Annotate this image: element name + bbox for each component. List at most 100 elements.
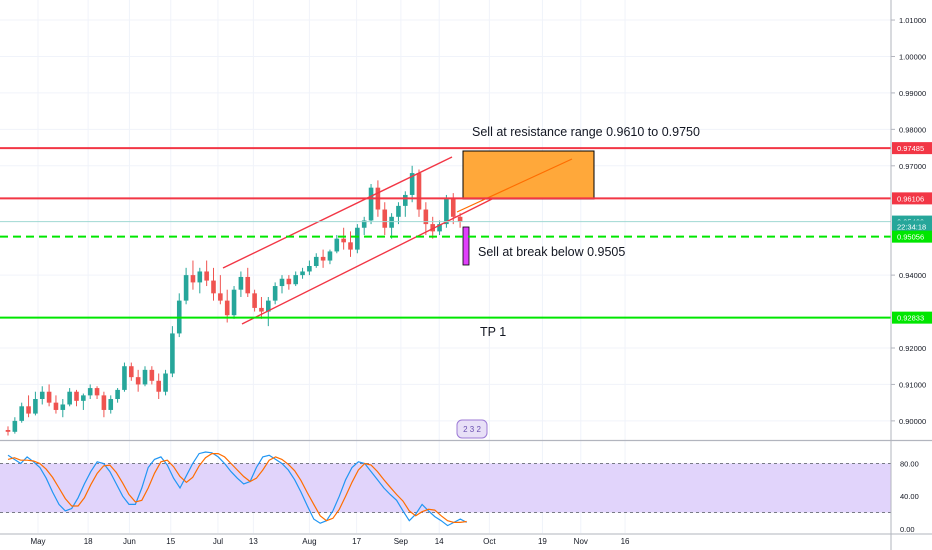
- candle-body[interactable]: [115, 389, 120, 400]
- candle[interactable]: [396, 202, 401, 225]
- candle-body[interactable]: [197, 271, 203, 283]
- candle-body[interactable]: [450, 198, 456, 217]
- sell-break-marker[interactable]: [462, 226, 470, 266]
- candle-body[interactable]: [334, 238, 340, 252]
- candle[interactable]: [39, 386, 45, 405]
- candle-body[interactable]: [183, 275, 189, 301]
- candle-body[interactable]: [341, 238, 346, 243]
- price-tag[interactable]: [892, 192, 932, 205]
- candle[interactable]: [300, 267, 305, 279]
- candle[interactable]: [170, 326, 175, 378]
- candle-body[interactable]: [266, 300, 271, 312]
- candle-body[interactable]: [348, 242, 353, 250]
- candle[interactable]: [101, 391, 107, 418]
- candle[interactable]: [430, 216, 435, 239]
- candle-body[interactable]: [430, 224, 435, 232]
- channel-upper-line[interactable]: [222, 156, 453, 269]
- candle[interactable]: [60, 399, 66, 418]
- candle[interactable]: [163, 369, 168, 396]
- candle[interactable]: [53, 395, 59, 414]
- candle[interactable]: [211, 267, 216, 301]
- candle-body[interactable]: [361, 220, 367, 228]
- candle[interactable]: [389, 213, 394, 239]
- candle[interactable]: [437, 220, 442, 236]
- candle[interactable]: [94, 386, 100, 400]
- candle-body[interactable]: [129, 366, 134, 378]
- candle-body[interactable]: [5, 429, 11, 432]
- candle-body[interactable]: [53, 402, 59, 410]
- candle-body[interactable]: [156, 380, 161, 392]
- candle-body[interactable]: [307, 266, 312, 272]
- candle-body[interactable]: [320, 256, 326, 261]
- candle-body[interactable]: [12, 420, 18, 432]
- candle-body[interactable]: [204, 271, 209, 281]
- candle-body[interactable]: [19, 406, 24, 421]
- candles[interactable]: [5, 165, 463, 436]
- candle[interactable]: [416, 169, 422, 217]
- candle[interactable]: [238, 271, 244, 297]
- candle-body[interactable]: [382, 209, 388, 228]
- candle-body[interactable]: [122, 366, 127, 390]
- projection-line[interactable]: [456, 158, 573, 213]
- candle[interactable]: [320, 249, 326, 268]
- price-tag[interactable]: [892, 230, 932, 243]
- candle[interactable]: [252, 289, 257, 312]
- candle-body[interactable]: [135, 377, 141, 385]
- candle[interactable]: [355, 224, 360, 254]
- price-levels[interactable]: [0, 147, 891, 319]
- candle-body[interactable]: [190, 275, 196, 283]
- candle-body[interactable]: [437, 224, 442, 232]
- price-tag[interactable]: [892, 311, 932, 324]
- candle-body[interactable]: [300, 271, 305, 276]
- candle[interactable]: [368, 184, 374, 225]
- candle[interactable]: [5, 426, 11, 436]
- candle-body[interactable]: [67, 391, 72, 405]
- candle[interactable]: [382, 202, 388, 236]
- candle[interactable]: [108, 395, 114, 414]
- candle-body[interactable]: [218, 293, 223, 301]
- candle[interactable]: [33, 391, 38, 416]
- candle-body[interactable]: [26, 406, 31, 414]
- candle-body[interactable]: [238, 276, 244, 290]
- candle[interactable]: [142, 366, 148, 387]
- candle-body[interactable]: [101, 395, 107, 410]
- candle-body[interactable]: [368, 187, 374, 221]
- candle-body[interactable]: [293, 275, 298, 285]
- candle[interactable]: [403, 191, 408, 217]
- candle[interactable]: [12, 417, 18, 434]
- candle-body[interactable]: [389, 216, 394, 228]
- resistance-zone[interactable]: [462, 150, 595, 200]
- candle-body[interactable]: [94, 388, 100, 396]
- candle-body[interactable]: [444, 198, 449, 225]
- candle[interactable]: [115, 388, 120, 403]
- candle-body[interactable]: [211, 280, 216, 294]
- candle[interactable]: [279, 275, 285, 294]
- candle[interactable]: [307, 260, 312, 276]
- candle-body[interactable]: [416, 173, 422, 210]
- candle[interactable]: [231, 286, 237, 319]
- candle[interactable]: [19, 402, 24, 423]
- candle[interactable]: [183, 267, 189, 305]
- candle-body[interactable]: [409, 173, 415, 195]
- candle-body[interactable]: [60, 404, 66, 410]
- candle[interactable]: [135, 369, 141, 392]
- oscillator[interactable]: [7, 451, 467, 527]
- candle[interactable]: [176, 293, 182, 338]
- candle-body[interactable]: [33, 399, 38, 414]
- candle[interactable]: [348, 231, 353, 257]
- candle[interactable]: [218, 275, 223, 305]
- candle-body[interactable]: [457, 216, 463, 222]
- candle-body[interactable]: [245, 276, 251, 294]
- candle[interactable]: [361, 216, 367, 236]
- candle[interactable]: [409, 165, 415, 203]
- candle[interactable]: [423, 202, 429, 236]
- candle[interactable]: [197, 267, 203, 294]
- candle[interactable]: [26, 395, 31, 418]
- candle-body[interactable]: [252, 293, 257, 308]
- price-tag[interactable]: [892, 220, 932, 233]
- candle[interactable]: [156, 373, 161, 400]
- candle-body[interactable]: [403, 194, 408, 206]
- candle[interactable]: [313, 253, 319, 268]
- candle-body[interactable]: [74, 391, 79, 401]
